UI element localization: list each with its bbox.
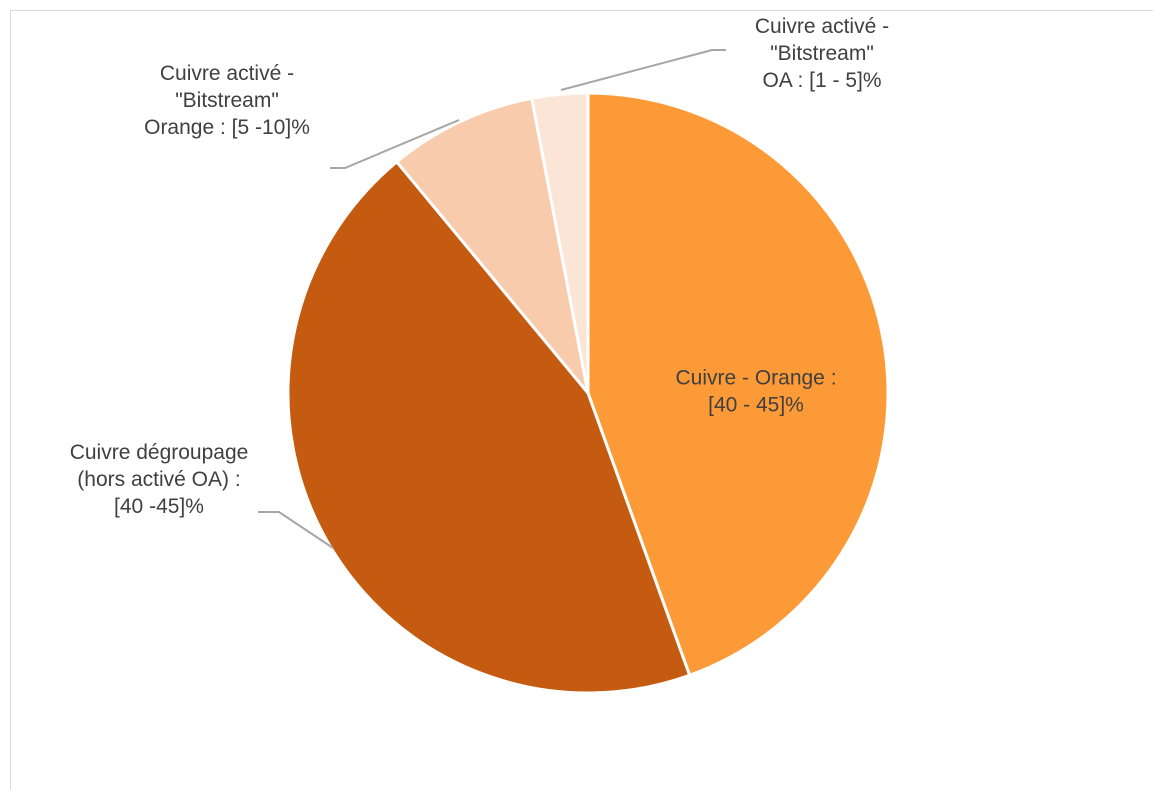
slice-label-line: (hors activé OA) : — [77, 468, 240, 491]
slice-label-4: Cuivre activé - "Bitstream" OA : [1 - 5]% — [755, 15, 889, 92]
slice-label-line: [40 -45]% — [114, 495, 204, 518]
slice-label-line: Cuivre activé - — [755, 15, 889, 38]
slice-label-line: OA : [1 - 5]% — [762, 69, 881, 92]
pie-chart: Cuivre - Orange : [40 - 45]% Cuivre dégrou… — [0, 0, 1153, 763]
slice-label-line: Cuivre dégroupage — [70, 441, 249, 464]
slice-label-line: Cuivre - Orange : — [675, 367, 836, 390]
slice-label-3: Cuivre activé - "Bitstream" Orange : [5 -1… — [144, 62, 310, 139]
slice-label-line: "Bitstream" — [175, 89, 279, 112]
slice-label-line: Cuivre activé - — [160, 62, 294, 85]
slice-label-line: Orange : [5 -10]% — [144, 116, 310, 139]
leader-line-4 — [561, 50, 726, 90]
slice-label-line: "Bitstream" — [770, 42, 874, 65]
slice-label-line: [40 - 45]% — [708, 394, 804, 417]
slice-label-2: Cuivre dégroupage (hors activé OA) : [40 -… — [70, 441, 249, 518]
